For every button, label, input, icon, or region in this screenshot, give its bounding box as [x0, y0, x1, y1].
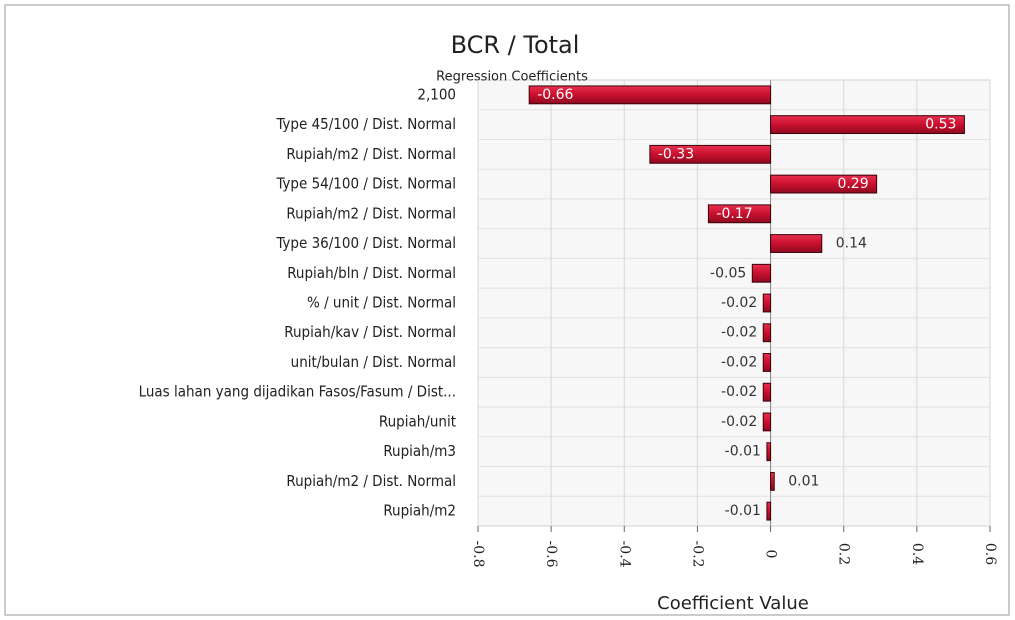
y-tick-label: Type 36/100 / Dist. Normal	[276, 234, 456, 252]
x-tick-label: -0.8	[470, 541, 486, 568]
y-tick-label: Rupiah/m3	[383, 442, 456, 460]
bar	[762, 323, 772, 343]
value-label: -0.01	[725, 503, 761, 519]
value-label: -0.33	[658, 146, 694, 162]
value-label: 0.53	[925, 117, 956, 133]
chart-title: BCR / Total	[451, 31, 580, 59]
x-axis-title: Coefficient Value	[657, 593, 809, 614]
y-tick-label: unit/bulan / Dist. Normal	[291, 353, 456, 371]
value-label: -0.02	[721, 384, 757, 400]
value-label: 0.01	[788, 473, 819, 489]
bar	[707, 204, 772, 224]
bar	[751, 263, 772, 283]
bar	[762, 412, 772, 432]
bar	[762, 382, 772, 402]
value-label: -0.02	[721, 414, 757, 430]
bar	[770, 174, 878, 194]
bar	[770, 234, 823, 253]
y-tick-label: Rupiah/m2 / Dist. Normal	[286, 145, 456, 163]
bar	[528, 85, 772, 105]
y-tick-label: % / unit / Dist. Normal	[307, 294, 456, 312]
y-tick-label: Rupiah/kav / Dist. Normal	[284, 323, 456, 341]
value-label: -0.02	[721, 295, 757, 311]
x-tick-label: 0	[763, 550, 779, 559]
y-tick-label: Rupiah/m2	[383, 502, 456, 520]
x-tick-label: 0.6	[982, 543, 998, 565]
bar	[770, 115, 965, 135]
bar	[770, 471, 775, 491]
y-tick-label: Rupiah/unit	[379, 412, 456, 430]
value-label: -0.02	[721, 325, 757, 341]
x-tick-label: 0.4	[909, 543, 925, 565]
y-tick-label: Luas lahan yang dijadikan Fasos/Fasum / …	[139, 383, 456, 401]
value-label: 0.29	[837, 176, 868, 192]
bar	[766, 501, 772, 521]
chart-subtitle: Regression Coefficients	[436, 70, 588, 85]
bar	[762, 293, 772, 313]
bar	[649, 144, 772, 164]
value-label: -0.66	[537, 87, 573, 103]
value-label: -0.05	[710, 265, 746, 281]
y-tick-label: Rupiah/bln / Dist. Normal	[287, 264, 456, 282]
y-tick-label: Rupiah/m2 / Dist. Normal	[286, 204, 456, 222]
x-tick-label: -0.2	[689, 541, 705, 568]
x-tick-label: 0.2	[836, 543, 852, 565]
x-tick-label: -0.4	[616, 541, 632, 568]
y-tick-label: Type 45/100 / Dist. Normal	[276, 115, 456, 133]
value-label: -0.01	[725, 444, 761, 460]
value-label: -0.17	[716, 206, 752, 222]
value-label: 0.14	[836, 236, 867, 252]
y-tick-label: Rupiah/m2 / Dist. Normal	[286, 472, 456, 490]
x-tick-label: -0.6	[543, 541, 559, 568]
bar	[766, 442, 772, 462]
value-label: -0.02	[721, 354, 757, 370]
y-tick-label: Type 54/100 / Dist. Normal	[276, 175, 456, 193]
y-tick-label: 2,100	[417, 85, 456, 103]
bar	[762, 353, 772, 372]
